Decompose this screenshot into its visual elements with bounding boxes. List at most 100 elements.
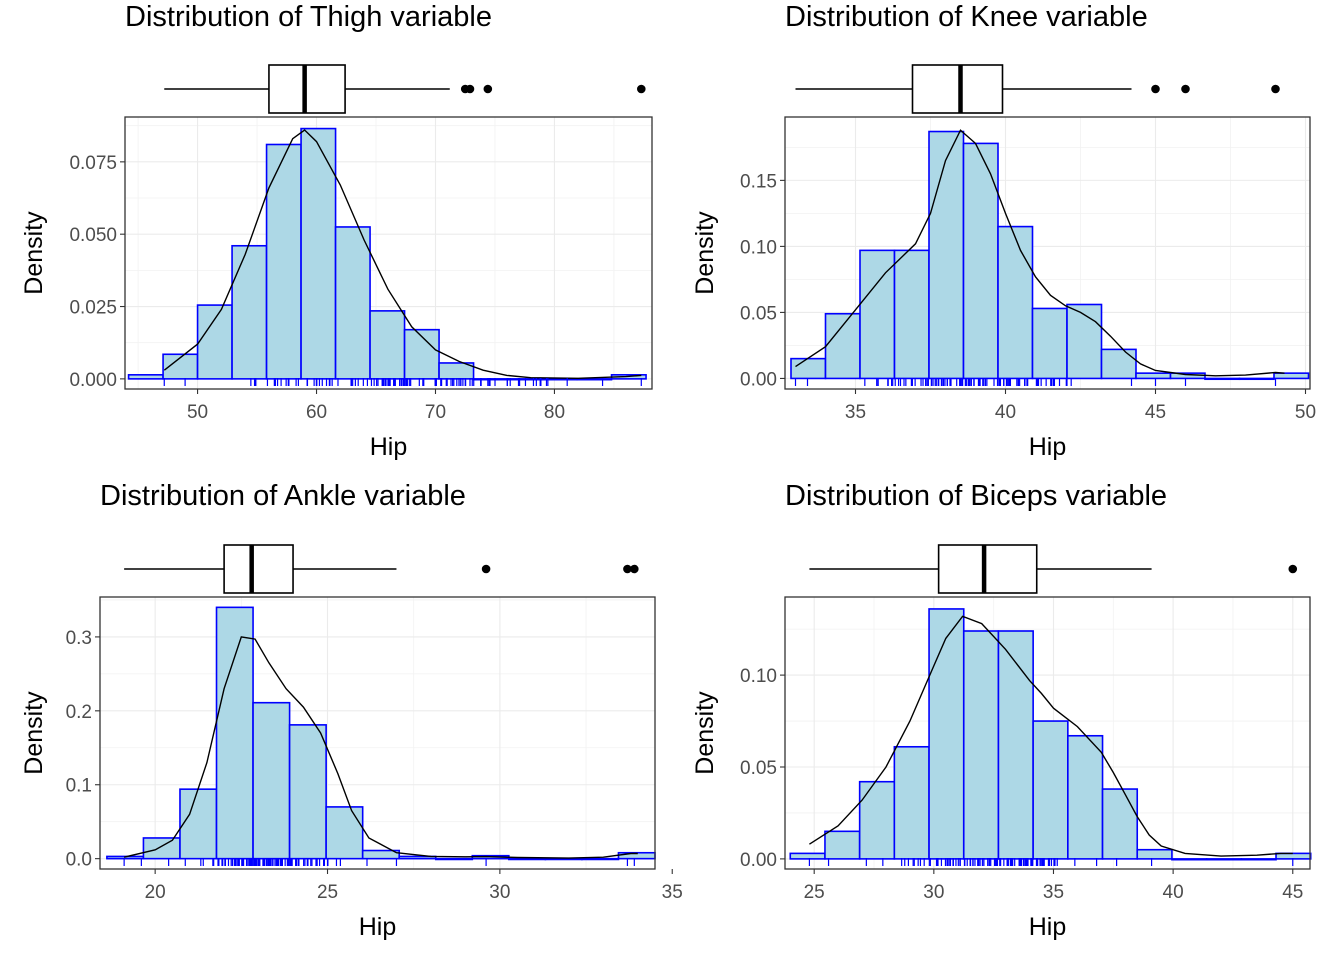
rug: [123, 858, 635, 866]
histogram-bar: [893, 745, 930, 860]
histogram-bar: [369, 310, 406, 380]
boxplot-outlier: [465, 84, 475, 94]
histogram-bar: [179, 788, 218, 860]
histogram-bar: [1135, 372, 1172, 380]
density-curve: [123, 636, 638, 859]
histogram-bar: [300, 127, 337, 380]
histogram-bar: [472, 378, 509, 381]
histogram-bar: [398, 855, 437, 860]
y-tick-label: 0.00: [740, 369, 777, 390]
rug: [163, 378, 642, 386]
rug: [794, 378, 1277, 386]
x-tick-label: 30: [923, 882, 944, 903]
y-tick-label: 0.3: [66, 628, 92, 649]
plot-frame: [124, 116, 653, 390]
boxplot-outlier: [1151, 84, 1160, 94]
histogram-bar: [824, 830, 861, 860]
y-tick-label: 0.000: [69, 370, 117, 391]
x-tick-label: 45: [1145, 402, 1166, 423]
chart-title: Distribution of Thigh variable: [125, 1, 492, 33]
y-tick-label: 0.075: [69, 153, 117, 174]
boxplot: [809, 544, 1298, 594]
histogram-bar: [962, 630, 1000, 860]
x-tick-label: 50: [1295, 402, 1316, 423]
boxplot-outlier: [623, 564, 632, 574]
y-tick-label: 0.2: [66, 702, 92, 723]
histogram-bar: [288, 724, 327, 860]
histogram-bar: [325, 806, 364, 860]
plot-frame: [784, 116, 1311, 390]
histogram-bar: [1136, 848, 1173, 860]
histogram-bar: [544, 857, 583, 861]
boxplot-outlier: [630, 564, 639, 574]
histogram-bar: [1031, 307, 1068, 380]
boxplot-outlier: [483, 84, 493, 94]
chart-panel-1: Distribution of Thigh variable 50 60 70 80 0.…: [20, 1, 653, 461]
histogram-bar: [824, 312, 861, 380]
x-tick-label: 30: [489, 882, 510, 903]
histogram-bar: [1205, 858, 1243, 861]
x-tick-label: 35: [662, 882, 683, 903]
x-tick-label: 25: [317, 882, 338, 903]
y-axis-title: Density: [20, 211, 48, 295]
y-axis-title: Density: [691, 691, 719, 775]
histogram-bar: [127, 374, 164, 380]
boxplot: [124, 544, 639, 594]
y-axis-title: Density: [691, 211, 719, 295]
y-tick-label: 0.050: [69, 225, 117, 246]
histogram-bar: [142, 837, 181, 860]
y-tick-label: 0.05: [740, 758, 777, 779]
boxplot-box: [937, 544, 1038, 594]
histogram-bars: [789, 608, 1312, 861]
histogram-bar: [581, 857, 620, 861]
boxplot-outlier: [1181, 84, 1190, 94]
x-axis-title: Hip: [370, 433, 408, 461]
boxplot-outlier: [481, 564, 491, 574]
histogram-bar: [403, 328, 440, 380]
x-tick-label: 50: [187, 402, 208, 423]
histogram-bar: [858, 780, 896, 860]
histogram-bar: [196, 304, 233, 380]
histogram-bar: [215, 606, 254, 860]
histogram-bar: [790, 357, 827, 380]
boxplot: [164, 64, 646, 114]
histogram-bar: [1171, 858, 1208, 861]
y-tick-label: 0.05: [740, 303, 777, 324]
boxplot-outlier: [1271, 84, 1280, 94]
density-curve: [809, 615, 1293, 857]
x-tick-label: 40: [995, 402, 1016, 423]
y-tick-label: 0.15: [740, 171, 777, 192]
y-axis-title: Density: [20, 691, 48, 775]
histogram-bar: [1066, 303, 1103, 380]
histogram-bar: [997, 630, 1034, 860]
chart-panel-4: Distribution of Biceps variable 25 30 35 40 4…: [691, 480, 1312, 941]
histogram-bar: [576, 378, 613, 381]
histogram-bar: [1273, 372, 1310, 380]
chart-title: Distribution of Ankle variable: [100, 480, 466, 512]
x-tick-label: 35: [845, 402, 866, 423]
histogram-bar: [1204, 377, 1241, 381]
histogram-bar: [334, 226, 371, 380]
histogram-bar: [231, 244, 268, 380]
x-axis-title: Hip: [1029, 913, 1067, 941]
histogram-bar: [1067, 734, 1104, 860]
histogram-bar: [252, 701, 291, 860]
x-tick-label: 45: [1282, 882, 1303, 903]
histogram-bars: [790, 130, 1310, 381]
histogram-bar: [1238, 377, 1275, 381]
x-axis-title: Hip: [359, 913, 397, 941]
histogram-bar: [859, 249, 896, 380]
chart-title: Distribution of Knee variable: [785, 1, 1148, 33]
histogram-bar: [997, 225, 1034, 380]
histogram-bar: [789, 852, 826, 860]
x-tick-label: 25: [804, 882, 825, 903]
histogram-bar: [1101, 788, 1139, 860]
histogram-bar: [1100, 348, 1137, 380]
y-tick-label: 0.10: [740, 237, 777, 258]
histogram-bars: [106, 606, 656, 861]
chart-panel-2: Distribution of Knee variable 35 40 45 50 0.0…: [691, 1, 1316, 461]
histogram-bar: [893, 249, 930, 380]
x-tick-label: 40: [1163, 882, 1184, 903]
boxplot: [795, 64, 1280, 114]
